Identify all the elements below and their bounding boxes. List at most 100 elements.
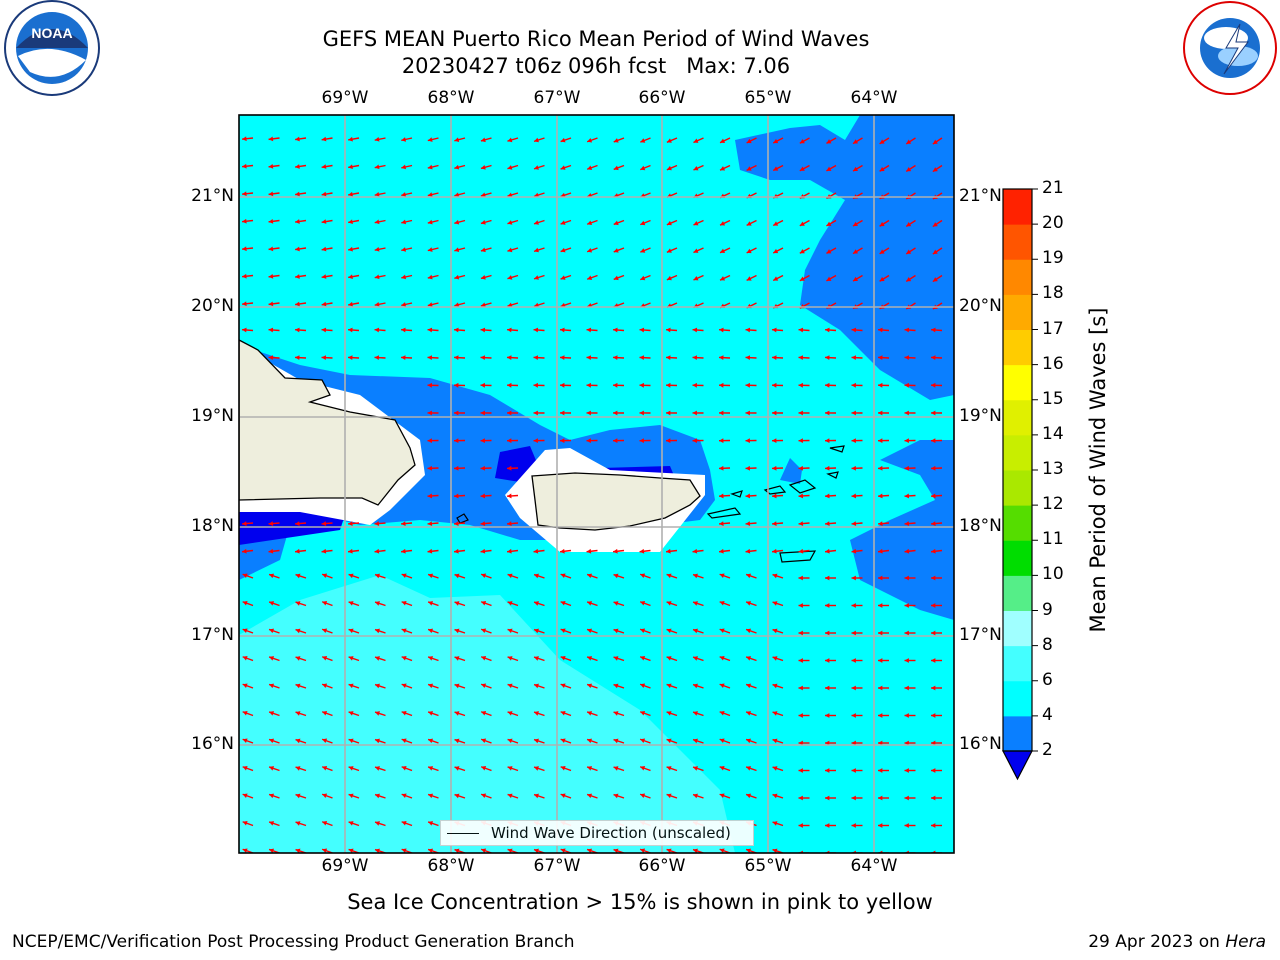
wind-wave-arrow	[639, 765, 651, 772]
wind-wave-arrow	[877, 327, 890, 333]
wind-wave-arrow	[851, 768, 863, 773]
wind-wave-arrow	[665, 438, 678, 444]
wind-wave-arrow	[586, 355, 598, 361]
colorbar-segment	[1003, 434, 1032, 471]
wind-wave-arrow	[930, 410, 943, 416]
wind-wave-arrow	[453, 548, 466, 554]
wind-wave-arrow	[454, 738, 466, 744]
wind-wave-arrow	[852, 247, 863, 255]
wind-wave-arrow	[878, 713, 889, 718]
wind-wave-arrow	[904, 410, 916, 416]
wind-wave-arrow	[506, 327, 519, 333]
wind-wave-arrow	[666, 274, 678, 281]
wind-wave-arrow	[427, 766, 439, 772]
wind-wave-arrow	[639, 438, 651, 444]
wind-wave-arrow	[745, 355, 757, 361]
wind-wave-arrow	[692, 628, 704, 634]
wind-wave-arrow	[295, 656, 307, 662]
wind-wave-arrow	[400, 548, 413, 554]
wind-wave-arrow	[401, 164, 413, 170]
wind-wave-arrow	[321, 521, 333, 526]
wind-wave-arrow	[851, 630, 863, 636]
wind-wave-arrow	[851, 658, 863, 663]
wind-wave-arrow	[613, 683, 625, 689]
wind-wave-arrow	[321, 683, 333, 689]
wind-wave-arrow	[348, 164, 360, 170]
wind-wave-arrow	[586, 438, 598, 444]
wind-wave-arrow	[268, 711, 280, 717]
wind-wave-arrow	[241, 273, 254, 279]
wind-wave-arrow	[904, 795, 916, 801]
wind-wave-arrow	[771, 355, 784, 361]
wind-wave-arrow	[586, 766, 598, 772]
wind-wave-arrow	[851, 740, 863, 746]
wind-wave-arrow	[533, 192, 545, 198]
wind-wave-arrow	[851, 438, 863, 444]
wind-wave-arrow	[586, 219, 598, 226]
wind-wave-arrow	[480, 628, 492, 634]
footer-left: NCEP/EMC/Verification Post Processing Pr…	[12, 932, 575, 952]
wind-wave-arrow	[348, 301, 360, 307]
wind-wave-arrow	[374, 628, 386, 634]
wind-wave-arrow	[586, 573, 598, 579]
wind-wave-arrow	[427, 548, 439, 554]
wind-wave-arrow	[241, 191, 254, 197]
wind-wave-arrow	[932, 219, 943, 228]
wind-wave-arrow	[374, 274, 386, 280]
wind-wave-arrow	[453, 355, 466, 361]
wind-wave-arrow	[374, 738, 386, 744]
wind-wave-arrow	[586, 382, 598, 388]
wind-wave-arrow	[772, 274, 784, 282]
wind-wave-arrow	[560, 274, 572, 280]
wind-wave-arrow	[348, 274, 360, 280]
wind-wave-arrow	[454, 683, 466, 689]
wind-wave-arrow	[560, 738, 572, 744]
wind-wave-arrow	[533, 164, 545, 170]
wind-wave-arrow	[533, 219, 545, 225]
wind-wave-arrow	[772, 247, 784, 254]
wind-wave-arrow	[321, 274, 333, 279]
colorbar-segment	[1003, 294, 1032, 330]
wind-wave-arrow	[533, 656, 545, 662]
wind-wave-arrow	[613, 656, 625, 662]
colorbar-tick-label: 16	[1042, 353, 1064, 374]
wind-wave-arrow	[480, 438, 492, 444]
wind-wave-arrow	[798, 493, 810, 499]
wind-wave-arrow	[348, 628, 360, 634]
wind-wave-arrow	[613, 711, 625, 717]
wind-wave-arrow	[665, 548, 678, 554]
wind-wave-arrow	[242, 710, 254, 717]
wind-wave-arrow	[427, 164, 439, 170]
wind-wave-arrow	[852, 219, 863, 227]
wind-wave-arrow	[268, 656, 280, 662]
lat-label-left: 17°N	[191, 625, 234, 645]
wind-wave-arrow	[242, 738, 254, 744]
wind-wave-arrow	[877, 493, 890, 499]
wind-wave-arrow	[930, 493, 943, 499]
wind-wave-arrow	[745, 573, 757, 579]
wind-wave-arrow	[851, 575, 863, 581]
wind-wave-arrow	[533, 137, 545, 143]
title-line-1: GEFS MEAN Puerto Rico Mean Period of Win…	[322, 27, 870, 51]
colorbar-segment	[1003, 645, 1032, 682]
wind-wave-arrow	[454, 137, 466, 142]
wind-wave-arrow	[613, 738, 625, 744]
wind-wave-arrow	[480, 382, 492, 388]
wind-wave-arrow	[559, 438, 572, 444]
wind-wave-arrow	[401, 219, 413, 225]
wind-wave-arrow	[268, 273, 280, 279]
wind-wave-arrow	[586, 327, 598, 333]
wind-wave-arrow	[719, 738, 731, 744]
wind-wave-arrow	[798, 521, 810, 526]
wind-wave-arrow	[905, 164, 916, 173]
wind-wave-arrow	[639, 628, 651, 634]
wind-wave-arrow	[347, 327, 360, 333]
wind-wave-arrow	[321, 246, 333, 252]
wind-wave-arrow	[692, 766, 704, 772]
wind-wave-arrow	[718, 355, 731, 361]
wind-wave-arrow	[904, 630, 916, 636]
wind-wave-arrow	[533, 274, 545, 280]
wind-wave-arrow	[586, 410, 598, 416]
wind-wave-arrow	[559, 410, 572, 416]
